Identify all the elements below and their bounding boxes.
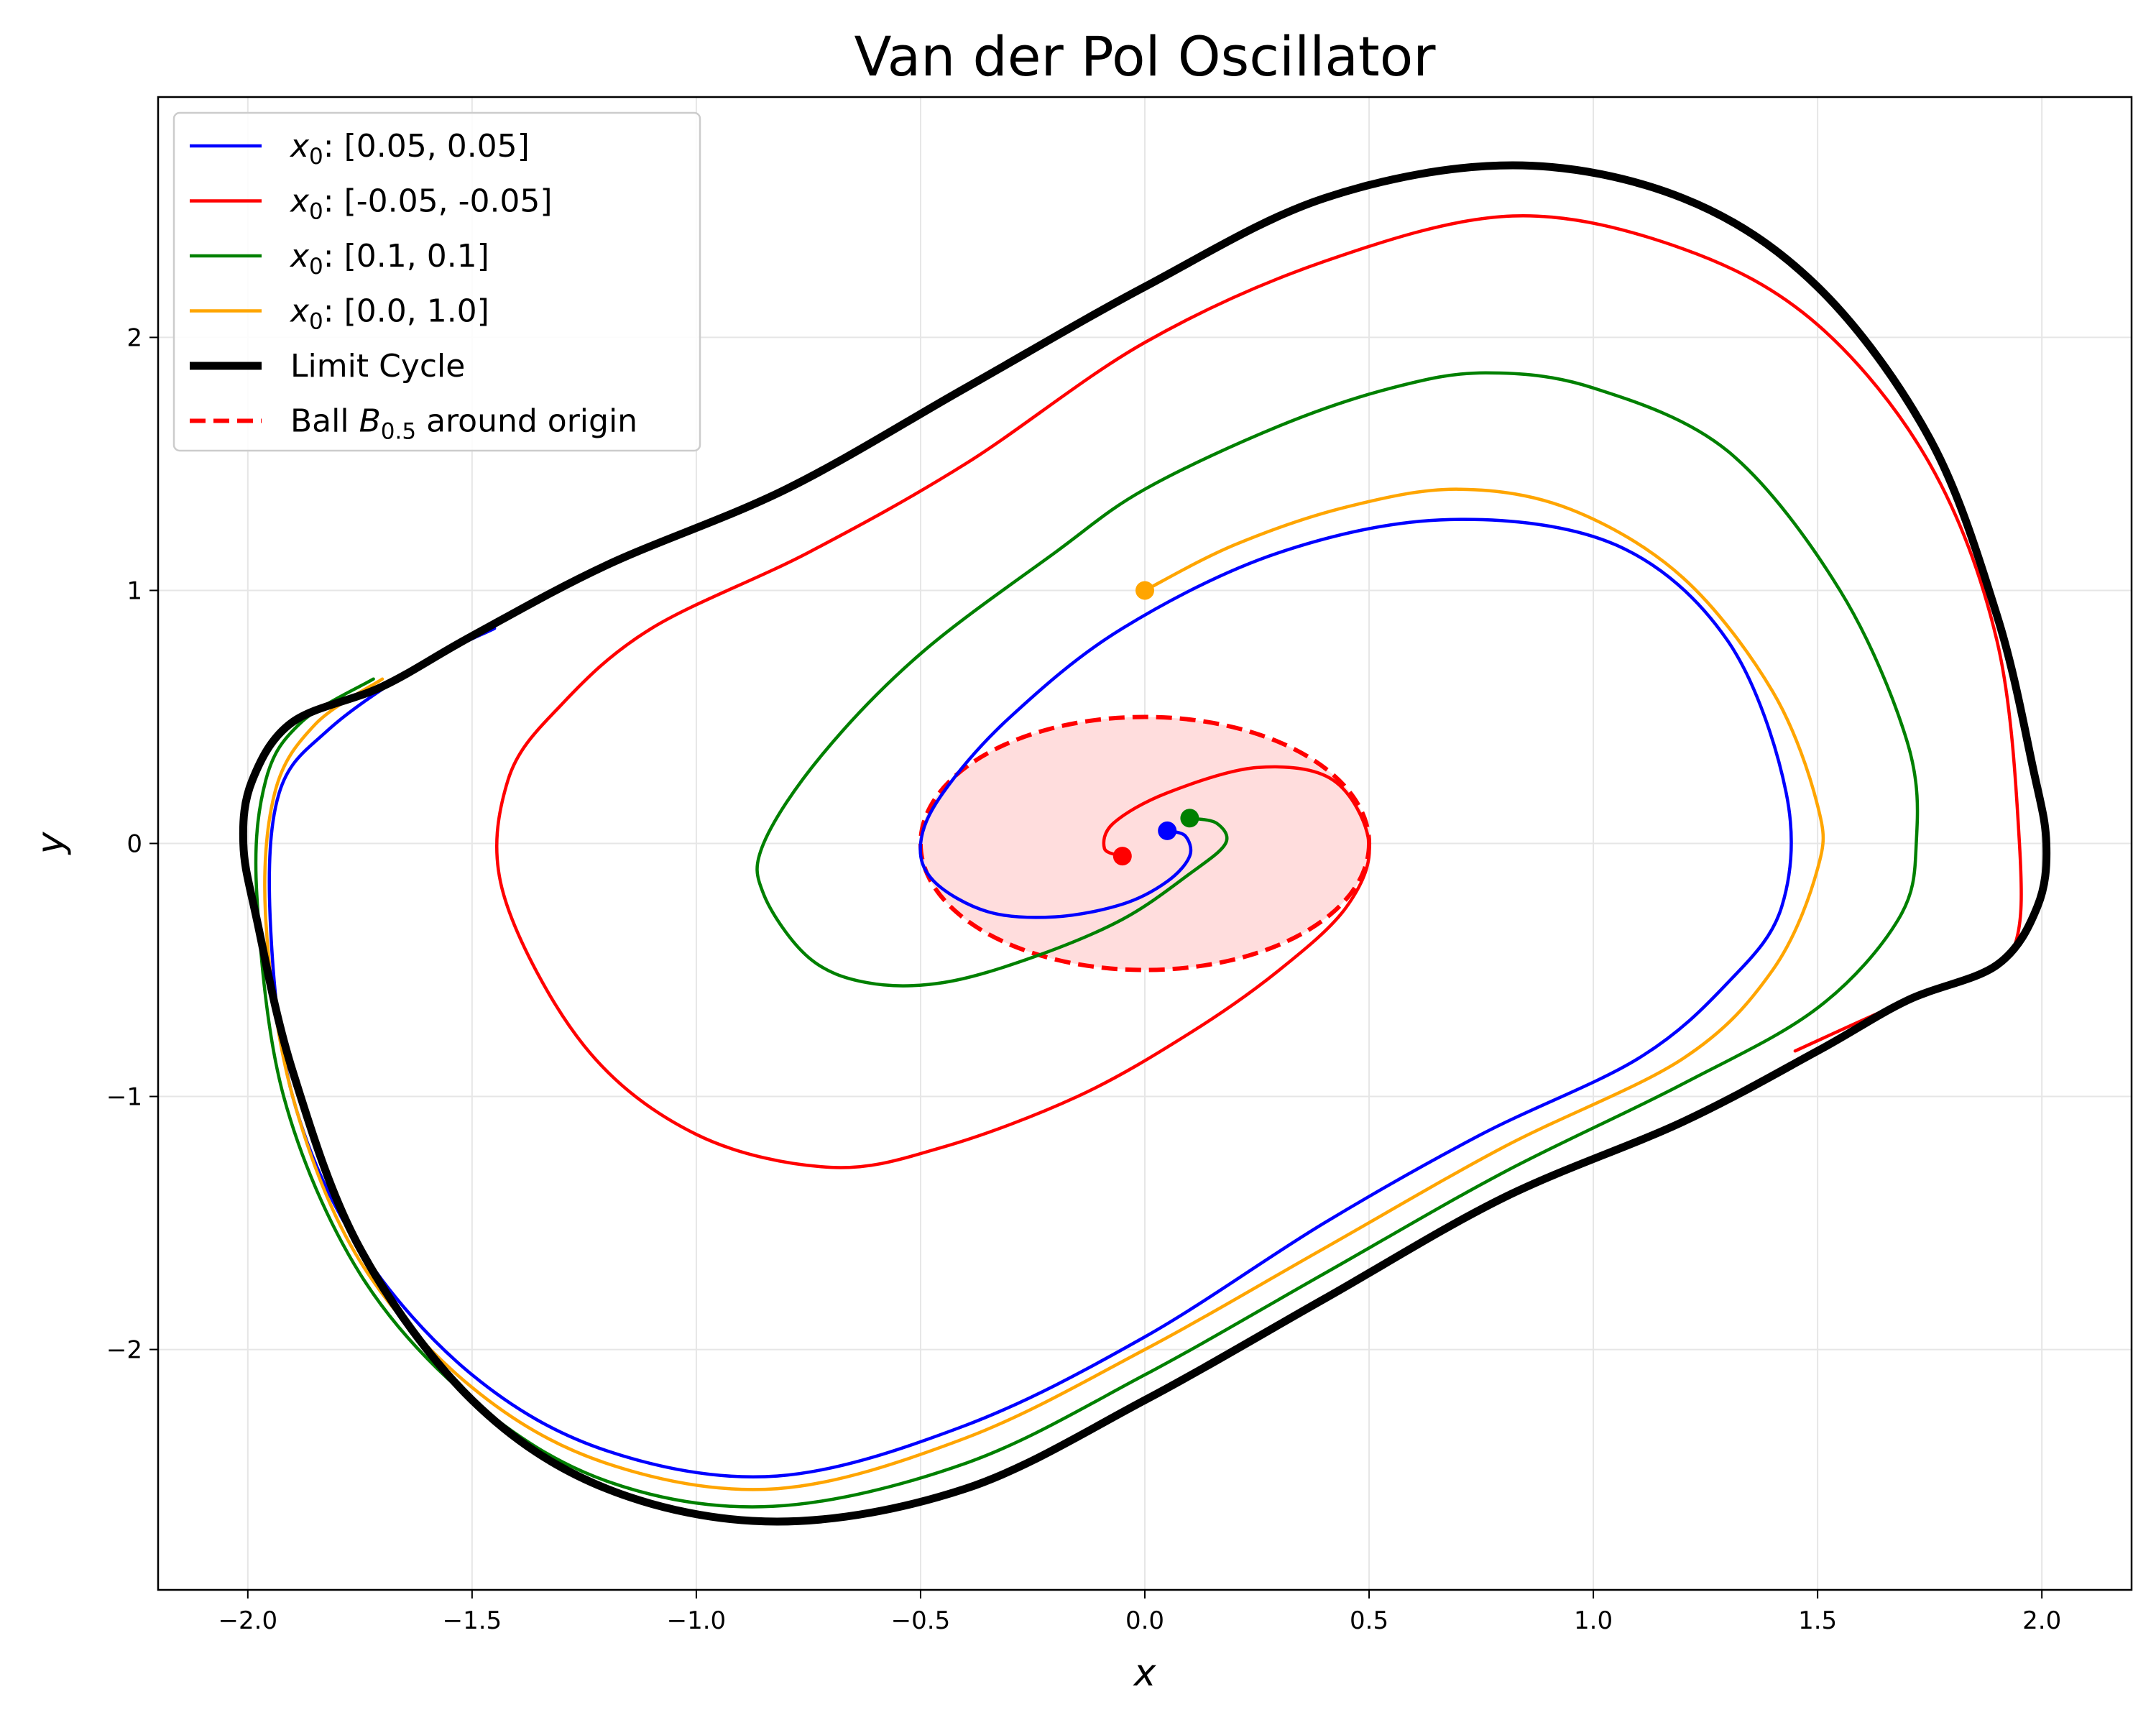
x-tick-label: −0.5 <box>891 1606 951 1635</box>
legend-label: x0: [0.0, 1.0] <box>289 293 489 335</box>
ball-region <box>918 714 1372 972</box>
y-tick-label: −2 <box>106 1336 142 1365</box>
start-point-3 <box>1180 809 1199 828</box>
start-point-1 <box>1158 821 1177 840</box>
x-axis-label: x <box>1133 1652 1157 1695</box>
x-tick-label: 0.5 <box>1350 1606 1388 1635</box>
x-tick-label: 1.0 <box>1574 1606 1613 1635</box>
legend-label: Ball B0.5 around origin <box>290 403 637 445</box>
legend-label: Limit Cycle <box>290 348 465 385</box>
series-lines <box>239 161 2051 1526</box>
y-tick-label: 0 <box>126 830 142 859</box>
y-tick-label: 2 <box>126 323 142 352</box>
y-tick-label: 1 <box>126 576 142 605</box>
x-tick-label: −1.0 <box>667 1606 727 1635</box>
x-tick-label: −1.5 <box>443 1606 502 1635</box>
axis-ticks: −2.0 −1.5 −1.0 −0.5 0.0 0.5 1.0 1.5 2.0 −2 −1 0 1 2 <box>106 323 2061 1635</box>
x-tick-label: 2.0 <box>2022 1606 2061 1635</box>
trajectory-line-2 <box>494 213 2023 1169</box>
x-tick-label: 0.0 <box>1125 1606 1164 1635</box>
legend: x0: [0.05, 0.05] x0: [-0.05, -0.05] x0: [0… <box>172 111 701 452</box>
legend-label: x0: [0.1, 0.1] <box>289 238 489 280</box>
trajectory-line-1 <box>267 518 1793 1478</box>
legend-box <box>172 111 701 452</box>
trajectory-line-4 <box>263 487 1825 1491</box>
legend-label: x0: [-0.05, -0.05] <box>289 183 553 225</box>
start-point-4 <box>1135 581 1154 600</box>
y-tick-label: −1 <box>106 1083 142 1112</box>
start-point-2 <box>1112 847 1132 866</box>
x-tick-label: 1.5 <box>1798 1606 1837 1635</box>
legend-label: x0: [0.05, 0.05] <box>289 128 530 170</box>
start-markers <box>1112 581 1199 866</box>
limit-cycle-line <box>239 161 2051 1526</box>
chart-title: Van der Pol Oscillator <box>854 24 1437 88</box>
y-axis-label: y <box>29 831 73 855</box>
ball-b05 <box>918 714 1372 972</box>
x-tick-label: −2.0 <box>218 1606 278 1635</box>
